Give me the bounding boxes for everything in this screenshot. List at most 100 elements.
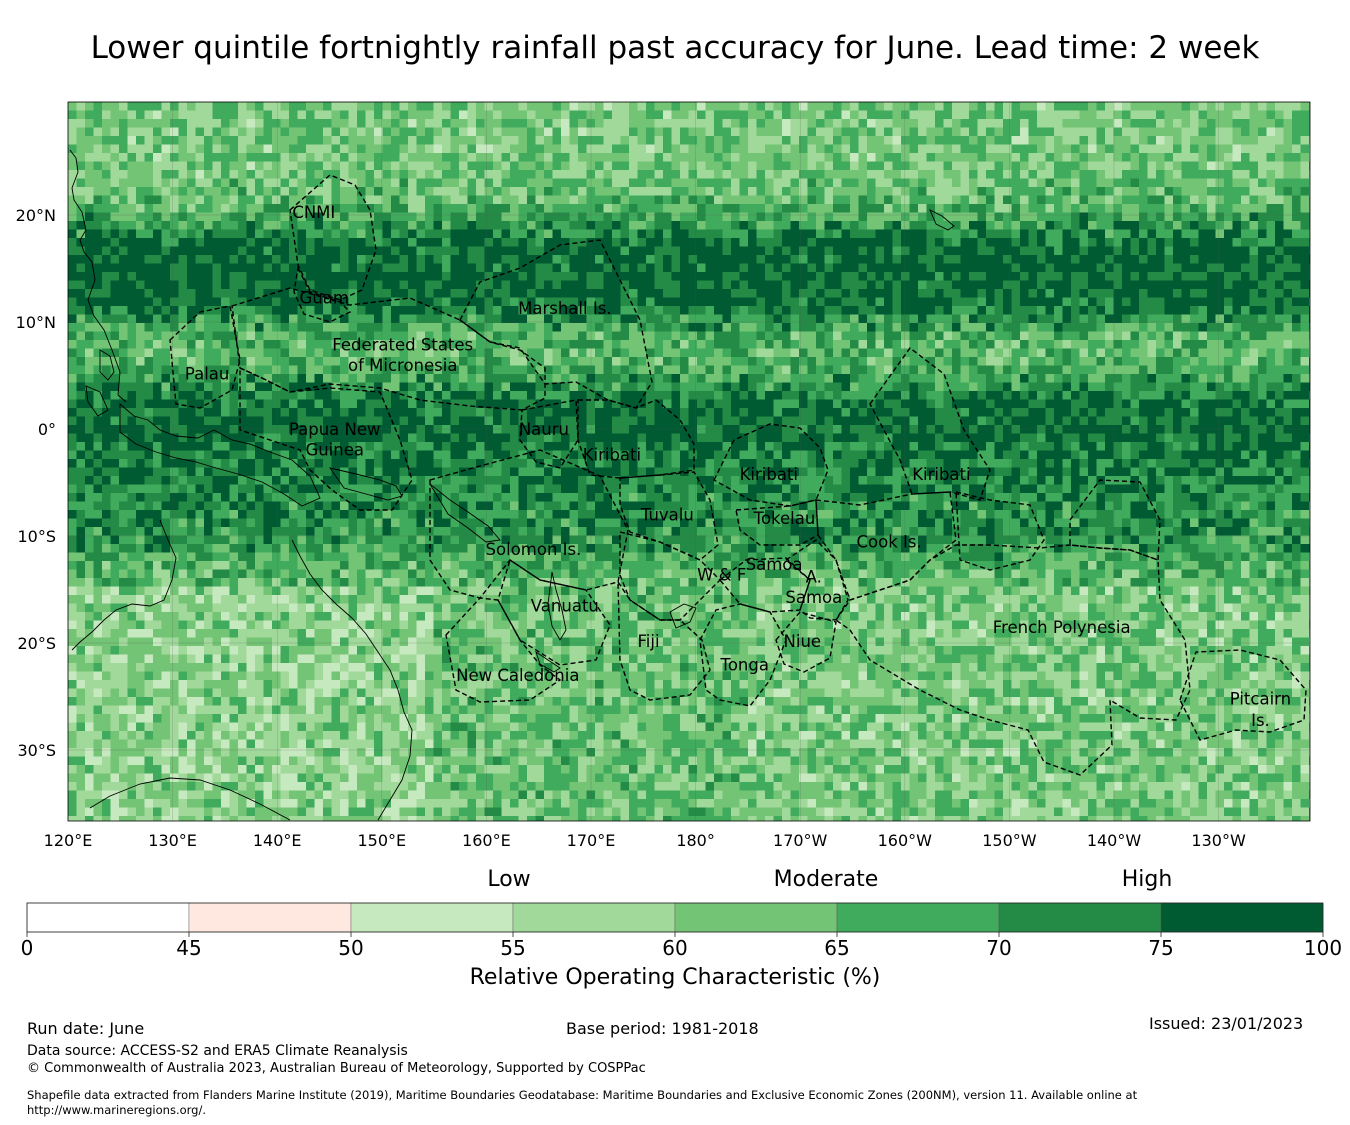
grid-cell <box>289 280 298 290</box>
grid-cell <box>382 331 392 341</box>
grid-cell <box>629 110 638 120</box>
grid-cell <box>1249 331 1259 341</box>
grid-cell <box>637 272 647 281</box>
grid-cell <box>561 229 570 239</box>
grid-cell <box>977 136 987 145</box>
grid-cell <box>102 119 111 128</box>
grid-cell <box>977 340 987 349</box>
grid-cell <box>943 102 953 111</box>
grid-cell <box>816 340 825 349</box>
grid-cell <box>161 229 171 239</box>
grid-cell <box>110 110 120 120</box>
grid-cell <box>161 314 171 324</box>
grid-cell <box>357 289 366 298</box>
grid-cell <box>892 136 902 145</box>
grid-cell <box>433 212 443 222</box>
grid-cell <box>408 255 417 264</box>
grid-cell <box>340 144 349 154</box>
grid-cell <box>977 272 987 281</box>
grid-cell <box>1283 144 1293 154</box>
grid-cell <box>663 221 672 230</box>
grid-cell <box>170 314 179 324</box>
grid-cell <box>1020 297 1029 307</box>
grid-cell <box>161 340 171 349</box>
grid-cell <box>892 127 902 137</box>
grid-cell <box>969 229 978 239</box>
grid-cell <box>136 238 145 247</box>
grid-cell <box>926 289 936 298</box>
grid-cell <box>1309 365 1310 375</box>
grid-cell <box>926 297 936 307</box>
grid-cell <box>637 365 647 375</box>
grid-cell <box>102 187 111 196</box>
grid-cell <box>416 153 426 162</box>
grid-cell <box>144 144 154 154</box>
grid-cell <box>731 289 740 298</box>
grid-cell <box>544 119 553 128</box>
grid-cell <box>374 374 383 383</box>
grid-cell <box>153 195 162 205</box>
grid-cell <box>476 187 485 196</box>
grid-cell <box>739 229 749 239</box>
grid-cell <box>399 238 409 247</box>
grid-cell <box>841 289 851 298</box>
grid-cell <box>195 340 205 349</box>
grid-cell <box>739 170 749 179</box>
grid-cell <box>280 374 290 383</box>
grid-cell <box>875 297 885 307</box>
grid-cell <box>782 272 791 281</box>
grid-cell <box>1266 195 1276 205</box>
grid-cell <box>263 272 273 281</box>
grid-cell <box>884 144 893 154</box>
grid-cell <box>110 348 120 358</box>
grid-cell <box>263 357 273 366</box>
grid-cell <box>909 246 919 256</box>
grid-cell <box>391 374 400 383</box>
grid-cell <box>1224 153 1233 162</box>
grid-cell <box>824 221 834 230</box>
grid-cell <box>858 110 868 120</box>
grid-cell <box>484 306 494 315</box>
grid-cell <box>1113 102 1123 111</box>
grid-cell <box>297 289 307 298</box>
grid-cell <box>807 102 817 111</box>
grid-cell <box>518 382 528 392</box>
grid-cell <box>569 102 579 111</box>
grid-cell <box>909 178 919 188</box>
grid-cell <box>535 306 545 315</box>
grid-cell <box>348 161 358 171</box>
grid-cell <box>544 153 553 162</box>
grid-cell <box>680 255 689 264</box>
grid-cell <box>476 331 485 341</box>
grid-cell <box>705 280 715 290</box>
grid-cell <box>263 238 273 247</box>
grid-cell <box>654 280 664 290</box>
grid-cell <box>467 195 477 205</box>
grid-cell <box>289 382 298 392</box>
grid-cell <box>1224 280 1233 290</box>
grid-cell <box>909 238 919 247</box>
grid-cell <box>323 229 332 239</box>
grid-cell <box>680 280 689 290</box>
grid-cell <box>935 110 944 120</box>
grid-cell <box>799 280 808 290</box>
grid-cell <box>119 272 128 281</box>
grid-cell <box>1283 161 1293 171</box>
grid-cell <box>926 127 936 137</box>
grid-cell <box>671 306 681 315</box>
grid-cell <box>765 119 774 128</box>
grid-cell <box>1096 340 1106 349</box>
grid-cell <box>943 323 953 332</box>
grid-cell <box>161 374 171 383</box>
grid-cell <box>1241 161 1250 171</box>
grid-cell <box>1045 340 1055 349</box>
grid-cell <box>671 161 681 171</box>
grid-cell <box>1190 340 1199 349</box>
grid-cell <box>1258 229 1267 239</box>
grid-cell <box>799 374 808 383</box>
grid-cell <box>365 229 375 239</box>
grid-cell <box>603 306 613 315</box>
grid-cell <box>680 306 689 315</box>
grid-cell <box>1309 144 1310 154</box>
grid-cell <box>1198 314 1208 324</box>
